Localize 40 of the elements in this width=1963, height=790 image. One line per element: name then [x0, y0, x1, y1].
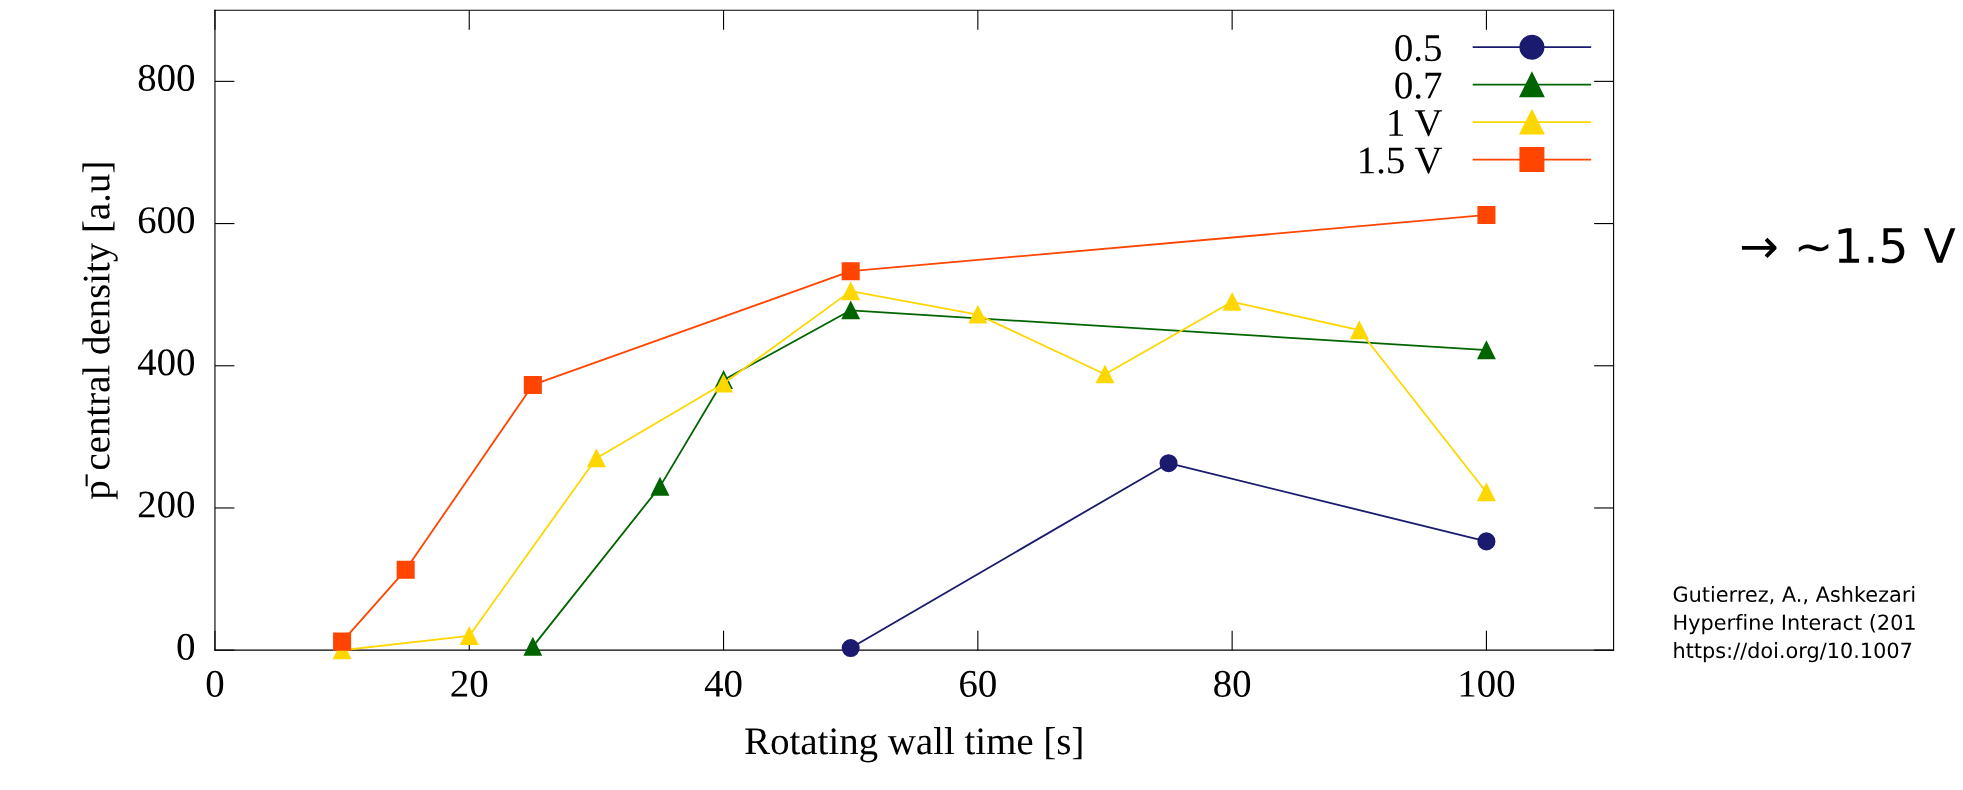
- x-tick-label: 80: [1214, 670, 1251, 697]
- x-tick-label: 60: [960, 670, 996, 697]
- point: [1477, 341, 1496, 360]
- point: [841, 639, 860, 658]
- point: [841, 282, 860, 301]
- y-axis-title: p̄ central density [a.u]: [82, 163, 118, 500]
- text: Gutierrez, A., Ashkezari Hyperfine Interact (201 https://doi.org/10.1007: [1673, 585, 1915, 663]
- point: [523, 637, 542, 656]
- legend-label: 1 V: [1389, 110, 1443, 137]
- y-tick-label: 600: [138, 207, 195, 234]
- point: [460, 626, 479, 645]
- point: [523, 375, 542, 394]
- x-tick-label: 20: [451, 670, 488, 697]
- point: [396, 560, 415, 579]
- point: [1477, 206, 1496, 225]
- point: [587, 449, 606, 468]
- y-tick-label: 400: [137, 349, 195, 376]
- point: [1477, 532, 1496, 551]
- x-tick-label: 0: [206, 670, 224, 697]
- point: [841, 301, 860, 320]
- x-axis-title: Rotating wall time [s]: [745, 727, 1082, 763]
- legend-label: 1.5 V: [1360, 147, 1443, 174]
- point: [1159, 454, 1178, 473]
- point: [714, 374, 733, 393]
- point: [1350, 321, 1369, 340]
- x-tick-label: 100: [1460, 670, 1515, 697]
- point: [968, 305, 987, 324]
- point: [650, 477, 669, 496]
- y-tick-label: 800: [138, 64, 195, 92]
- legend-label: 0.7: [1395, 72, 1442, 99]
- text: → ~1.5 V: [1741, 228, 1956, 264]
- y-tick-label: 0: [177, 633, 195, 660]
- y-tick-label: 200: [138, 491, 195, 518]
- point: [1477, 483, 1496, 502]
- point: [1223, 292, 1242, 311]
- point: [841, 262, 860, 281]
- point: [1095, 365, 1115, 384]
- legend-label: 0.5: [1395, 34, 1441, 62]
- point: [333, 632, 352, 651]
- x-tick-label: 40: [704, 670, 742, 697]
